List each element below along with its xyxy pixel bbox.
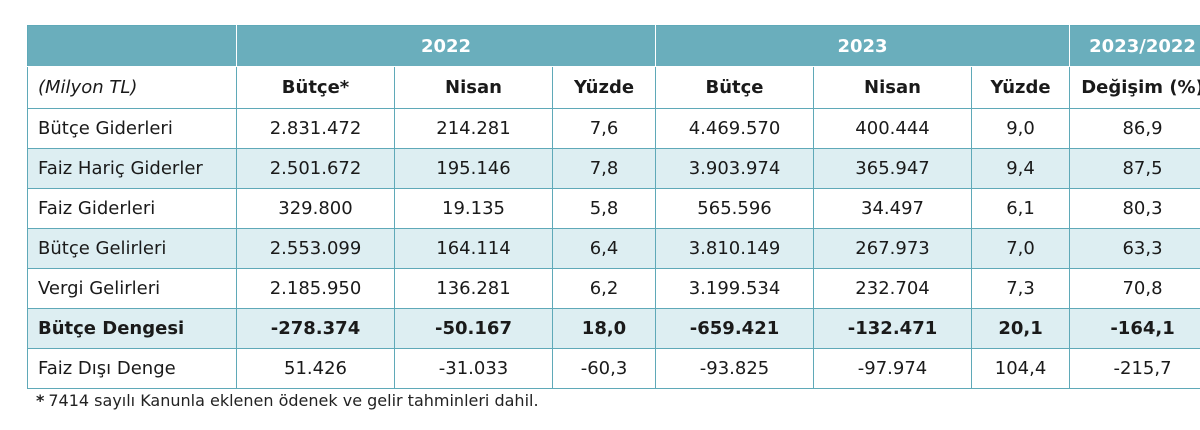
table-row: Faiz Hariç Giderler 2.501.672 195.146 7,… bbox=[27, 148, 1200, 189]
col-header-nisan-2022: Nisan bbox=[394, 66, 553, 109]
unit-label: (Milyon TL) bbox=[27, 66, 237, 109]
cell-yuzde-2022: 6,2 bbox=[551, 268, 657, 309]
col-header-yuzde-2022: Yüzde bbox=[551, 66, 657, 109]
cell-nisan-2022: 19.135 bbox=[394, 188, 553, 229]
cell-yuzde-2022: 6,4 bbox=[551, 228, 657, 269]
cell-yuzde-2023: 9,0 bbox=[971, 108, 1071, 149]
cell-yuzde-2023: 20,1 bbox=[971, 308, 1071, 349]
cell-butce-2023: 565.596 bbox=[655, 188, 815, 229]
cell-butce-2023: -93.825 bbox=[655, 348, 815, 389]
row-label: Faiz Dışı Denge bbox=[27, 348, 237, 389]
table-row: Faiz Dışı Denge 51.426 -31.033 -60,3 -93… bbox=[27, 348, 1200, 389]
cell-nisan-2023: 365.947 bbox=[813, 148, 973, 189]
cell-butce-2022: -278.374 bbox=[236, 308, 395, 349]
cell-yuzde-2023: 6,1 bbox=[971, 188, 1071, 229]
cell-yuzde-2023: 104,4 bbox=[971, 348, 1071, 389]
cell-degisim: 63,3 bbox=[1069, 228, 1200, 269]
cell-degisim: -164,1 bbox=[1069, 308, 1200, 349]
cell-yuzde-2022: -60,3 bbox=[551, 348, 657, 389]
footnote-asterisk: * bbox=[36, 391, 45, 410]
table-row: Bütçe Gelirleri 2.553.099 164.114 6,4 3.… bbox=[27, 228, 1200, 269]
cell-degisim: 87,5 bbox=[1069, 148, 1200, 189]
col-header-butce-2022: Bütçe* bbox=[236, 66, 395, 109]
table-row: Vergi Gelirleri 2.185.950 136.281 6,2 3.… bbox=[27, 268, 1200, 309]
cell-butce-2023: 3.810.149 bbox=[655, 228, 815, 269]
row-label: Faiz Giderleri bbox=[27, 188, 237, 229]
year-header-row: 2022 2023 2023/2022 bbox=[27, 25, 1200, 67]
year-2023-header: 2023 bbox=[655, 25, 1071, 67]
table-row: Bütçe Giderleri 2.831.472 214.281 7,6 4.… bbox=[27, 108, 1200, 149]
cell-butce-2023: -659.421 bbox=[655, 308, 815, 349]
cell-degisim: -215,7 bbox=[1069, 348, 1200, 389]
cell-nisan-2022: -50.167 bbox=[394, 308, 553, 349]
cell-nisan-2023: 232.704 bbox=[813, 268, 973, 309]
row-label: Bütçe Dengesi bbox=[27, 308, 237, 349]
cell-yuzde-2022: 5,8 bbox=[551, 188, 657, 229]
cell-nisan-2022: 136.281 bbox=[394, 268, 553, 309]
col-header-degisim: Değişim (%) bbox=[1069, 66, 1200, 109]
cell-yuzde-2023: 7,3 bbox=[971, 268, 1071, 309]
cell-butce-2022: 2.831.472 bbox=[236, 108, 395, 149]
cell-butce-2022: 2.501.672 bbox=[236, 148, 395, 189]
footnote-text: 7414 sayılı Kanunla eklenen ödenek ve ge… bbox=[48, 391, 539, 410]
cell-butce-2022: 2.553.099 bbox=[236, 228, 395, 269]
cell-nisan-2023: 34.497 bbox=[813, 188, 973, 229]
row-label: Bütçe Giderleri bbox=[27, 108, 237, 149]
col-header-nisan-2023: Nisan bbox=[813, 66, 973, 109]
row-label: Vergi Gelirleri bbox=[27, 268, 237, 309]
cell-butce-2022: 2.185.950 bbox=[236, 268, 395, 309]
cell-degisim: 86,9 bbox=[1069, 108, 1200, 149]
row-label: Bütçe Gelirleri bbox=[27, 228, 237, 269]
cell-nisan-2022: 195.146 bbox=[394, 148, 553, 189]
year-2022-header: 2022 bbox=[235, 25, 657, 67]
cell-nisan-2023: 400.444 bbox=[813, 108, 973, 149]
cell-butce-2023: 3.903.974 bbox=[655, 148, 815, 189]
table-row: Bütçe Dengesi -278.374 -50.167 18,0 -659… bbox=[27, 308, 1200, 349]
col-header-butce-2023: Bütçe bbox=[655, 66, 815, 109]
table-row: Faiz Giderleri 329.800 19.135 5,8 565.59… bbox=[27, 188, 1200, 229]
cell-butce-2022: 329.800 bbox=[236, 188, 395, 229]
row-label: Faiz Hariç Giderler bbox=[27, 148, 237, 189]
cell-butce-2023: 4.469.570 bbox=[655, 108, 815, 149]
col-header-yuzde-2023: Yüzde bbox=[971, 66, 1071, 109]
footnote: * 7414 sayılı Kanunla eklenen ödenek ve g… bbox=[36, 391, 539, 410]
header-corner-cell bbox=[27, 25, 237, 67]
cell-nisan-2023: -97.974 bbox=[813, 348, 973, 389]
cell-nisan-2023: 267.973 bbox=[813, 228, 973, 269]
cell-butce-2023: 3.199.534 bbox=[655, 268, 815, 309]
cell-yuzde-2023: 7,0 bbox=[971, 228, 1071, 269]
cell-nisan-2022: 214.281 bbox=[394, 108, 553, 149]
cell-degisim: 80,3 bbox=[1069, 188, 1200, 229]
cell-nisan-2022: -31.033 bbox=[394, 348, 553, 389]
cell-degisim: 70,8 bbox=[1069, 268, 1200, 309]
change-period-header: 2023/2022 bbox=[1069, 25, 1200, 67]
cell-yuzde-2022: 18,0 bbox=[551, 308, 657, 349]
column-header-row: (Milyon TL) Bütçe* Nisan Yüzde Bütçe Nis… bbox=[27, 66, 1200, 109]
cell-yuzde-2022: 7,6 bbox=[551, 108, 657, 149]
cell-nisan-2023: -132.471 bbox=[813, 308, 973, 349]
cell-yuzde-2022: 7,8 bbox=[551, 148, 657, 189]
cell-nisan-2022: 164.114 bbox=[394, 228, 553, 269]
cell-yuzde-2023: 9,4 bbox=[971, 148, 1071, 189]
cell-butce-2022: 51.426 bbox=[236, 348, 395, 389]
budget-table: 2022 2023 2023/2022 (Milyon TL) Bütçe* N… bbox=[27, 25, 1200, 389]
